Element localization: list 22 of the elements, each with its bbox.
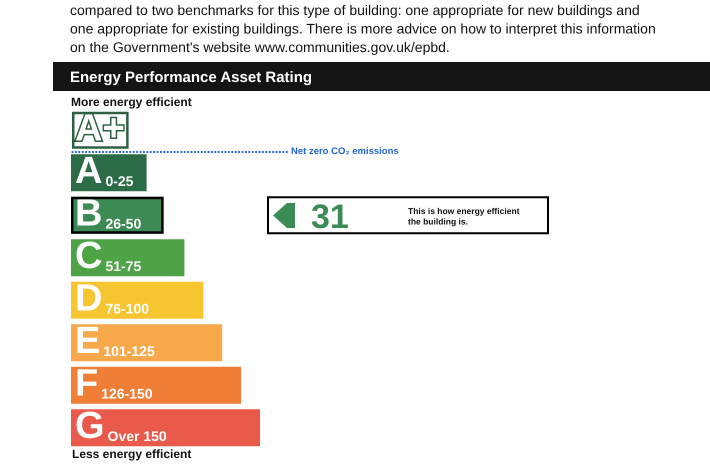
text: Net zero CO₂ emissions bbox=[291, 146, 399, 158]
annotation: 126-150 bbox=[101, 386, 153, 402]
y-tick-label: G bbox=[75, 405, 105, 448]
y-tick-label: C bbox=[75, 235, 102, 278]
text: compared to two benchmarks for this type of building: one appropriate for new buildings and one appropriate for existing buildings. There is more advice on how to interpret this information on the Government's website www.communities.gov.uk/epbd. bbox=[70, 2, 656, 55]
annotation: More energy efficient bbox=[71, 95, 192, 109]
annotation: Over 150 bbox=[108, 428, 167, 444]
y-tick-label: D bbox=[75, 278, 102, 320]
y-tick-label: E bbox=[75, 320, 100, 362]
bar bbox=[71, 366, 242, 404]
annotation: 0-25 bbox=[105, 173, 134, 190]
annotation: 76-100 bbox=[105, 300, 150, 317]
y-tick-label: A bbox=[75, 150, 102, 192]
y-tick-label: F bbox=[75, 362, 98, 405]
text: This is how energy efficient the building is. bbox=[408, 206, 520, 226]
y-tick-label: B bbox=[75, 192, 102, 235]
annotation: 51-75 bbox=[105, 258, 142, 274]
annotation: 101-125 bbox=[103, 343, 155, 360]
text: 31 bbox=[311, 198, 349, 236]
annotation: Less energy efficient bbox=[72, 447, 192, 461]
chart-title: Energy Performance Asset Rating bbox=[70, 69, 312, 86]
annotation: 26-50 bbox=[105, 216, 142, 232]
